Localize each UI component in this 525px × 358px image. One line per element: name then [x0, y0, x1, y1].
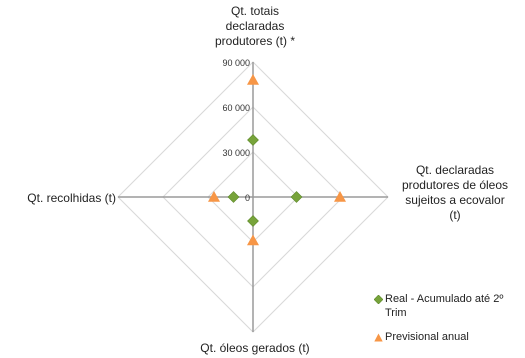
- legend-label-previsional: Previsional anual: [385, 331, 469, 343]
- series-1-point-3: [208, 191, 220, 202]
- series-0-point-2: [247, 215, 259, 227]
- series-0-point-3: [227, 191, 240, 203]
- triangle-marker-icon: [374, 333, 383, 342]
- series-0-point-1: [290, 191, 303, 203]
- axis-label-bottom: Qt. óleos gerados (t): [200, 341, 310, 355]
- legend: Real - Acumulado até 2º Trim Previsional…: [374, 292, 519, 354]
- series-1-point-1: [334, 191, 346, 202]
- radar-tick-labels: 0 30 000 60 000 90 000: [222, 58, 250, 203]
- tick-label-3: 90 000: [222, 58, 250, 68]
- legend-item-real: Real - Acumulado até 2º Trim: [374, 292, 519, 320]
- legend-label-real-line1: Real - Acumulado até 2º: [385, 293, 504, 305]
- series-1-point-0: [247, 74, 259, 85]
- legend-label-real-line2: Trim: [385, 307, 407, 319]
- tick-label-1: 30 000: [222, 148, 250, 158]
- radar-series: [208, 74, 346, 246]
- axis-label-left: Qt. recolhidas (t): [27, 191, 116, 205]
- legend-item-previsional: Previsional anual: [374, 330, 519, 344]
- radar-axes: [118, 62, 388, 332]
- series-0-point-0: [247, 134, 259, 146]
- series-1-point-2: [247, 234, 259, 246]
- axis-label-right: Qt. declaradas produtores de óleos sujei…: [401, 163, 509, 222]
- tick-label-2: 60 000: [222, 103, 250, 113]
- tick-label-0: 0: [245, 193, 250, 203]
- diamond-marker-icon: [374, 295, 383, 304]
- axis-label-top: Qt. totais declaradas produtores (t) *: [214, 4, 296, 48]
